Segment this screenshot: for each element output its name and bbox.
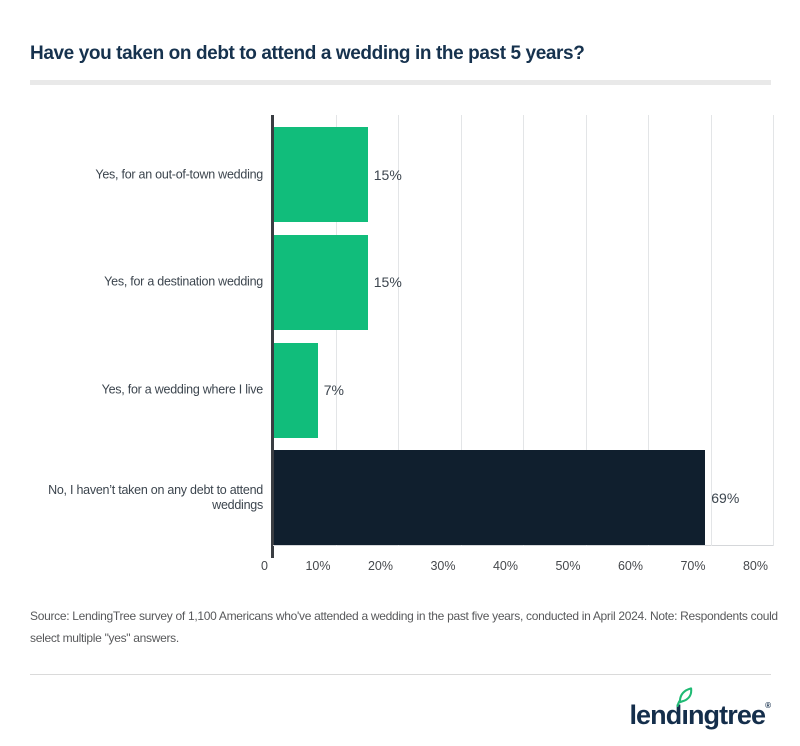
category-label: No, I haven’t taken on any debt to atten… xyxy=(48,482,263,512)
value-label: 15% xyxy=(373,166,402,183)
title-divider xyxy=(30,80,771,85)
plot-area xyxy=(273,115,774,546)
bar xyxy=(274,127,368,222)
x-tick-label: 60% xyxy=(617,559,643,573)
x-tick-label: 10% xyxy=(305,559,331,573)
logo-i-char: ı xyxy=(681,700,688,730)
bar xyxy=(274,234,368,330)
grid-line xyxy=(523,115,524,546)
grid-line xyxy=(460,115,462,546)
x-tick-label: 0 xyxy=(261,559,268,573)
x-tick-label: 70% xyxy=(680,559,706,573)
logo-text-post: ngtree xyxy=(687,700,766,730)
value-label: 15% xyxy=(373,274,402,291)
logo-text: lendı ngtree xyxy=(629,687,766,731)
x-tick-label: 50% xyxy=(555,559,581,573)
logo-letter-i: ı xyxy=(676,687,692,731)
bar-chart: 0 10% 20% 30% 40% 50% 60% 70% 80% Yes, for an out… xyxy=(0,115,800,585)
chart-title: Have you taken on debt to attend a weddi… xyxy=(30,43,585,64)
grid-line xyxy=(335,115,337,546)
value-label: 7% xyxy=(323,382,344,398)
value-label: 69% xyxy=(711,489,740,506)
category-label: Yes, for an out-of-town wedding xyxy=(95,166,263,181)
source-note: Source: LendingTree survey of 1,100 Amer… xyxy=(30,609,778,646)
x-tick-label: 30% xyxy=(430,559,456,573)
category-label: Yes, for a wedding where I live xyxy=(101,382,264,397)
bar xyxy=(274,342,318,438)
x-tick-label: 80% xyxy=(742,559,768,573)
grid-line xyxy=(773,115,774,546)
x-tick-label: 20% xyxy=(367,559,393,573)
leaf-icon xyxy=(676,687,692,707)
x-tick-label: 40% xyxy=(492,559,518,573)
lendingtree-logo: lendı ngtree® xyxy=(629,687,771,731)
logo-text-pre: lend xyxy=(629,700,682,730)
category-label: Yes, for a destination wedding xyxy=(104,274,263,289)
y-axis-line xyxy=(271,115,274,558)
registered-mark: ® xyxy=(765,701,771,710)
grid-line xyxy=(398,115,399,546)
grid-line xyxy=(585,115,587,546)
bar xyxy=(274,450,706,546)
footer-divider xyxy=(30,674,771,675)
grid-line xyxy=(710,115,712,546)
grid-line xyxy=(648,115,649,546)
